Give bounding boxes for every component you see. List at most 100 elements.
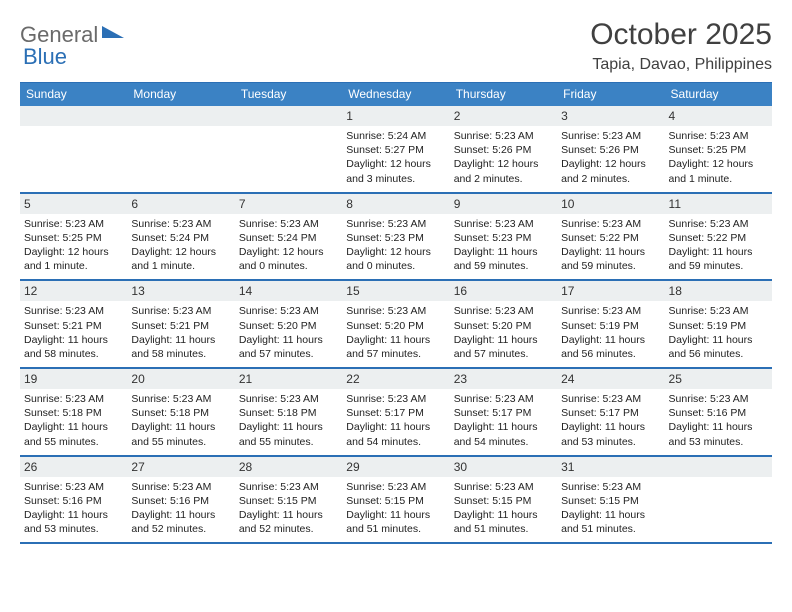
sunset-line: Sunset: 5:23 PM	[346, 231, 445, 245]
day-body: Sunrise: 5:23 AMSunset: 5:20 PMDaylight:…	[346, 304, 445, 361]
calendar: SundayMondayTuesdayWednesdayThursdayFrid…	[20, 82, 772, 544]
sunrise-line: Sunrise: 5:23 AM	[454, 304, 553, 318]
day-body: Sunrise: 5:23 AMSunset: 5:22 PMDaylight:…	[561, 217, 660, 274]
sunset-line: Sunset: 5:21 PM	[24, 319, 123, 333]
sunset-line: Sunset: 5:25 PM	[24, 231, 123, 245]
logo-text-blue: Blue	[23, 44, 67, 69]
day-cell: 10Sunrise: 5:23 AMSunset: 5:22 PMDayligh…	[557, 194, 664, 280]
sunset-line: Sunset: 5:15 PM	[454, 494, 553, 508]
day-number: 21	[235, 369, 342, 389]
day-body: Sunrise: 5:23 AMSunset: 5:25 PMDaylight:…	[24, 217, 123, 274]
sunrise-line: Sunrise: 5:23 AM	[131, 304, 230, 318]
day-body: Sunrise: 5:23 AMSunset: 5:25 PMDaylight:…	[669, 129, 768, 186]
sunset-line: Sunset: 5:22 PM	[669, 231, 768, 245]
dow-cell: Sunday	[20, 83, 127, 106]
day-body: Sunrise: 5:23 AMSunset: 5:21 PMDaylight:…	[131, 304, 230, 361]
day-cell: 4Sunrise: 5:23 AMSunset: 5:25 PMDaylight…	[665, 106, 772, 192]
daylight-line: Daylight: 12 hours and 2 minutes.	[454, 157, 553, 185]
sunrise-line: Sunrise: 5:23 AM	[239, 480, 338, 494]
day-cell	[20, 106, 127, 192]
header: General October 2025 Tapia, Davao, Phili…	[20, 18, 772, 74]
daylight-line: Daylight: 11 hours and 58 minutes.	[24, 333, 123, 361]
sunrise-line: Sunrise: 5:23 AM	[131, 392, 230, 406]
dow-row: SundayMondayTuesdayWednesdayThursdayFrid…	[20, 83, 772, 106]
daylight-line: Daylight: 11 hours and 53 minutes.	[561, 420, 660, 448]
day-body: Sunrise: 5:23 AMSunset: 5:24 PMDaylight:…	[131, 217, 230, 274]
dow-cell: Tuesday	[235, 83, 342, 106]
day-number: 28	[235, 457, 342, 477]
sunset-line: Sunset: 5:17 PM	[561, 406, 660, 420]
sunrise-line: Sunrise: 5:23 AM	[561, 304, 660, 318]
daylight-line: Daylight: 11 hours and 55 minutes.	[131, 420, 230, 448]
day-cell: 12Sunrise: 5:23 AMSunset: 5:21 PMDayligh…	[20, 281, 127, 367]
sunset-line: Sunset: 5:24 PM	[131, 231, 230, 245]
day-body: Sunrise: 5:24 AMSunset: 5:27 PMDaylight:…	[346, 129, 445, 186]
sunrise-line: Sunrise: 5:23 AM	[561, 217, 660, 231]
dow-cell: Thursday	[450, 83, 557, 106]
daylight-line: Daylight: 11 hours and 51 minutes.	[454, 508, 553, 536]
day-cell	[127, 106, 234, 192]
day-body: Sunrise: 5:23 AMSunset: 5:17 PMDaylight:…	[346, 392, 445, 449]
day-cell: 9Sunrise: 5:23 AMSunset: 5:23 PMDaylight…	[450, 194, 557, 280]
sunset-line: Sunset: 5:16 PM	[131, 494, 230, 508]
day-cell: 26Sunrise: 5:23 AMSunset: 5:16 PMDayligh…	[20, 457, 127, 543]
day-cell: 25Sunrise: 5:23 AMSunset: 5:16 PMDayligh…	[665, 369, 772, 455]
week-row: 5Sunrise: 5:23 AMSunset: 5:25 PMDaylight…	[20, 194, 772, 282]
day-number: 17	[557, 281, 664, 301]
day-body: Sunrise: 5:23 AMSunset: 5:26 PMDaylight:…	[561, 129, 660, 186]
daylight-line: Daylight: 11 hours and 59 minutes.	[669, 245, 768, 273]
day-cell: 30Sunrise: 5:23 AMSunset: 5:15 PMDayligh…	[450, 457, 557, 543]
day-number	[665, 457, 772, 477]
day-cell: 18Sunrise: 5:23 AMSunset: 5:19 PMDayligh…	[665, 281, 772, 367]
day-cell: 31Sunrise: 5:23 AMSunset: 5:15 PMDayligh…	[557, 457, 664, 543]
sunset-line: Sunset: 5:22 PM	[561, 231, 660, 245]
sunrise-line: Sunrise: 5:23 AM	[454, 392, 553, 406]
day-number: 3	[557, 106, 664, 126]
sunset-line: Sunset: 5:17 PM	[346, 406, 445, 420]
sunrise-line: Sunrise: 5:23 AM	[239, 217, 338, 231]
sunrise-line: Sunrise: 5:23 AM	[561, 129, 660, 143]
day-number: 11	[665, 194, 772, 214]
day-cell: 21Sunrise: 5:23 AMSunset: 5:18 PMDayligh…	[235, 369, 342, 455]
day-cell: 22Sunrise: 5:23 AMSunset: 5:17 PMDayligh…	[342, 369, 449, 455]
sunrise-line: Sunrise: 5:23 AM	[669, 392, 768, 406]
sunrise-line: Sunrise: 5:23 AM	[669, 217, 768, 231]
day-body: Sunrise: 5:23 AMSunset: 5:19 PMDaylight:…	[561, 304, 660, 361]
sunset-line: Sunset: 5:18 PM	[131, 406, 230, 420]
day-cell	[665, 457, 772, 543]
month-title: October 2025	[590, 18, 772, 52]
sunset-line: Sunset: 5:20 PM	[239, 319, 338, 333]
day-cell: 5Sunrise: 5:23 AMSunset: 5:25 PMDaylight…	[20, 194, 127, 280]
day-number: 24	[557, 369, 664, 389]
daylight-line: Daylight: 11 hours and 51 minutes.	[346, 508, 445, 536]
day-number	[235, 106, 342, 126]
day-cell: 3 Sunrise: 5:23 AMSunset: 5:26 PMDaylight…	[557, 106, 664, 192]
daylight-line: Daylight: 11 hours and 57 minutes.	[239, 333, 338, 361]
sunset-line: Sunset: 5:23 PM	[454, 231, 553, 245]
dow-cell: Saturday	[665, 83, 772, 106]
sunrise-line: Sunrise: 5:23 AM	[24, 392, 123, 406]
day-number: 31	[557, 457, 664, 477]
sunset-line: Sunset: 5:20 PM	[454, 319, 553, 333]
location-label: Tapia, Davao, Philippines	[590, 56, 772, 74]
day-number: 29	[342, 457, 449, 477]
day-number: 14	[235, 281, 342, 301]
weeks-container: 1Sunrise: 5:24 AMSunset: 5:27 PMDaylight…	[20, 106, 772, 544]
day-number: 20	[127, 369, 234, 389]
sunset-line: Sunset: 5:16 PM	[669, 406, 768, 420]
sunset-line: Sunset: 5:18 PM	[239, 406, 338, 420]
daylight-line: Daylight: 11 hours and 59 minutes.	[454, 245, 553, 273]
sunset-line: Sunset: 5:21 PM	[131, 319, 230, 333]
sunrise-line: Sunrise: 5:23 AM	[346, 304, 445, 318]
day-body: Sunrise: 5:23 AMSunset: 5:20 PMDaylight:…	[239, 304, 338, 361]
dow-cell: Wednesday	[342, 83, 449, 106]
day-cell: 28 Sunrise: 5:23 AMSunset: 5:15 PMDayligh…	[235, 457, 342, 543]
day-cell: 6Sunrise: 5:23 AMSunset: 5:24 PMDaylight…	[127, 194, 234, 280]
day-body: Sunrise: 5:23 AMSunset: 5:18 PMDaylight:…	[131, 392, 230, 449]
day-body: Sunrise: 5:23 AMSunset: 5:23 PMDaylight:…	[346, 217, 445, 274]
daylight-line: Daylight: 12 hours and 1 minute.	[669, 157, 768, 185]
sunset-line: Sunset: 5:19 PM	[561, 319, 660, 333]
day-body: Sunrise: 5:23 AMSunset: 5:15 PMDaylight:…	[239, 480, 338, 537]
sunrise-line: Sunrise: 5:23 AM	[24, 304, 123, 318]
sunset-line: Sunset: 5:18 PM	[24, 406, 123, 420]
